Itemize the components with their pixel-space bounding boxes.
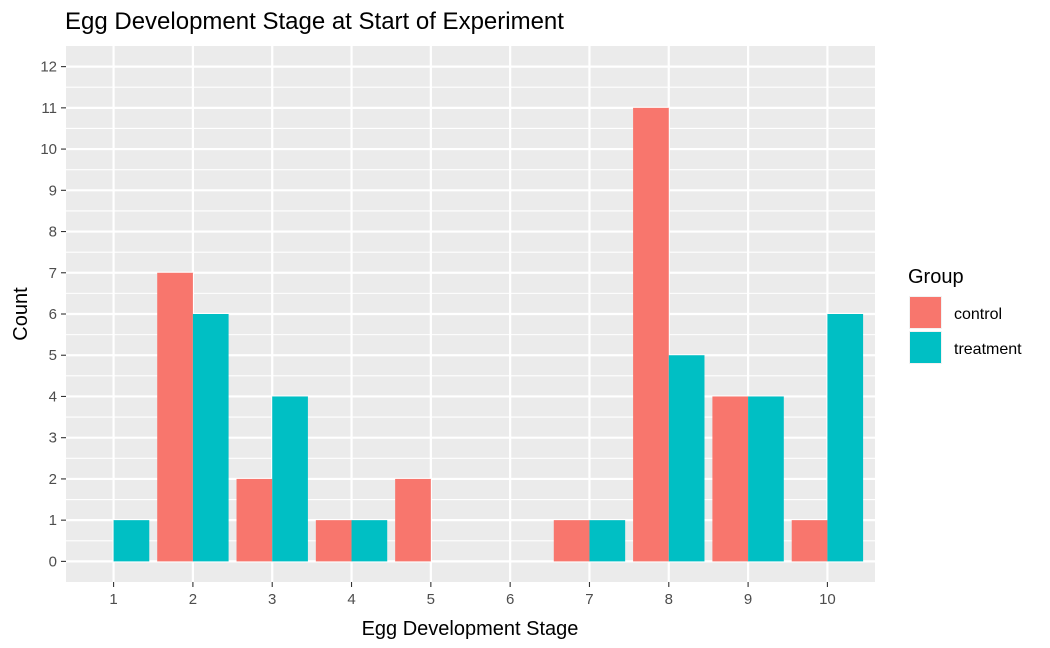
x-tick-label: 5 xyxy=(427,591,435,608)
y-tick-label: 9 xyxy=(49,182,57,199)
legend-swatch-treatment xyxy=(910,332,941,363)
y-tick-label: 1 xyxy=(49,512,57,529)
bars xyxy=(113,107,864,562)
legend-label-treatment: treatment xyxy=(954,341,1022,358)
x-tick-label: 3 xyxy=(268,591,276,608)
bar-treatment-1 xyxy=(113,520,150,562)
y-tick-label: 3 xyxy=(49,430,57,447)
bar-control-4 xyxy=(315,520,352,562)
y-tick-label: 5 xyxy=(49,347,57,364)
y-tick-label: 6 xyxy=(49,306,57,323)
x-tick-label: 7 xyxy=(585,591,593,608)
x-tick-label: 6 xyxy=(506,591,514,608)
legend-swatch-control xyxy=(910,297,941,328)
y-tick-label: 11 xyxy=(41,100,57,117)
bar-treatment-9 xyxy=(748,396,784,562)
legend-title: Group xyxy=(908,266,964,288)
x-axis-title: Egg Development Stage xyxy=(362,618,579,640)
x-tick-label: 8 xyxy=(665,591,673,608)
chart-title: Egg Development Stage at Start of Experi… xyxy=(65,8,564,35)
bar-treatment-2 xyxy=(192,314,229,562)
x-axis: 1 2 3 4 5 6 7 8 9 10 xyxy=(109,582,836,608)
bar-control-2 xyxy=(157,272,193,562)
bar-control-7 xyxy=(553,520,590,562)
bar-control-8 xyxy=(633,107,669,562)
y-axis-title: Count xyxy=(10,287,32,341)
y-tick-label: 0 xyxy=(49,553,57,570)
y-tick-label: 8 xyxy=(49,224,57,241)
bar-control-9 xyxy=(712,396,749,562)
y-tick-label: 12 xyxy=(40,59,57,76)
bar-control-10 xyxy=(791,520,828,562)
x-tick-label: 2 xyxy=(189,591,197,608)
y-tick-label: 10 xyxy=(40,141,57,158)
y-tick-label: 4 xyxy=(49,388,57,405)
x-tick-label: 4 xyxy=(347,591,355,608)
x-tick-label: 10 xyxy=(819,591,836,608)
bar-treatment-10 xyxy=(827,314,864,562)
x-tick-label: 9 xyxy=(744,591,752,608)
bar-treatment-8 xyxy=(668,355,705,562)
x-tick-label: 1 xyxy=(109,591,117,608)
bar-treatment-4 xyxy=(351,520,388,562)
bar-control-5 xyxy=(395,478,431,562)
bar-treatment-3 xyxy=(272,396,308,562)
y-tick-label: 7 xyxy=(49,265,57,282)
bar-treatment-7 xyxy=(589,520,626,562)
bar-control-3 xyxy=(236,478,273,562)
legend-label-control: control xyxy=(954,306,1002,323)
legend: Group control treatment xyxy=(908,266,1022,364)
y-tick-label: 2 xyxy=(49,471,57,488)
